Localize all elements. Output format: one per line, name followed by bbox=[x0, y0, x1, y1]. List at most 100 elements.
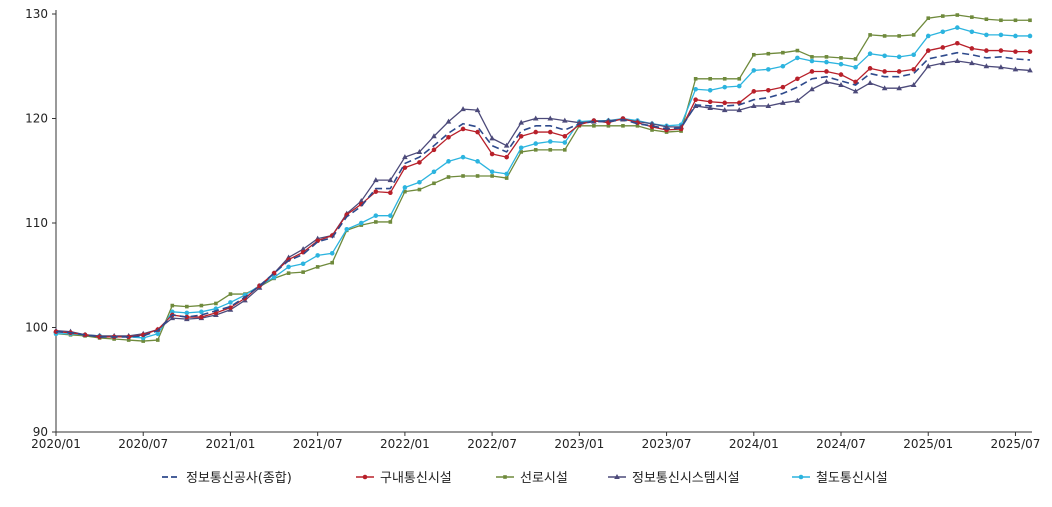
data-point bbox=[780, 99, 786, 105]
data-point bbox=[446, 175, 451, 179]
data-point bbox=[475, 159, 480, 164]
data-point bbox=[693, 97, 698, 102]
data-point bbox=[896, 85, 902, 91]
data-point bbox=[417, 187, 422, 192]
data-point bbox=[693, 76, 698, 81]
data-point bbox=[969, 29, 975, 35]
data-point bbox=[199, 309, 204, 315]
data-point bbox=[402, 165, 408, 170]
data-point bbox=[431, 133, 437, 139]
data-point bbox=[824, 69, 829, 74]
data-point bbox=[868, 33, 872, 37]
data-point bbox=[984, 32, 989, 38]
data-point bbox=[998, 64, 1004, 70]
legend-marker bbox=[362, 474, 368, 480]
data-point bbox=[925, 33, 931, 39]
data-point bbox=[955, 40, 960, 46]
data-point bbox=[388, 220, 393, 224]
data-point bbox=[184, 314, 190, 320]
data-point bbox=[460, 154, 466, 160]
data-point bbox=[329, 251, 335, 256]
x-tick-label: 2025/07 bbox=[991, 437, 1041, 451]
data-point bbox=[896, 54, 902, 60]
data-point bbox=[925, 48, 931, 53]
data-point bbox=[882, 34, 887, 38]
data-point bbox=[998, 32, 1004, 38]
data-point bbox=[228, 300, 233, 305]
data-point bbox=[737, 76, 742, 81]
legend-label: 정보통신공사(종합) bbox=[186, 471, 292, 486]
data-point bbox=[388, 190, 393, 195]
data-point bbox=[911, 33, 916, 37]
data-point bbox=[489, 151, 495, 157]
data-point bbox=[432, 181, 436, 186]
data-point bbox=[592, 124, 596, 128]
data-point bbox=[780, 63, 786, 69]
data-point bbox=[431, 169, 437, 175]
data-point bbox=[155, 331, 161, 337]
data-point bbox=[475, 129, 480, 135]
data-point bbox=[606, 124, 611, 128]
data-point bbox=[286, 264, 291, 270]
data-point bbox=[839, 56, 843, 60]
data-point bbox=[300, 261, 306, 267]
data-point bbox=[750, 102, 757, 108]
data-point bbox=[533, 129, 539, 135]
series-4 bbox=[53, 58, 1033, 338]
data-point bbox=[1027, 49, 1033, 54]
data-point bbox=[910, 82, 917, 88]
x-tick-label: 2022/07 bbox=[467, 437, 517, 451]
data-point bbox=[82, 332, 88, 338]
data-point bbox=[358, 198, 365, 204]
data-point bbox=[970, 15, 974, 19]
data-point bbox=[373, 213, 379, 218]
data-point bbox=[838, 61, 844, 67]
data-point bbox=[853, 79, 858, 85]
y-tick-label: 120 bbox=[25, 112, 48, 126]
data-point bbox=[998, 48, 1004, 53]
data-point bbox=[984, 48, 989, 53]
data-point bbox=[969, 60, 975, 66]
data-point bbox=[765, 102, 772, 108]
data-point bbox=[650, 128, 654, 132]
series-line bbox=[55, 60, 1031, 337]
data-point bbox=[504, 171, 509, 177]
series-1 bbox=[55, 51, 1031, 338]
data-point bbox=[795, 55, 800, 61]
data-point bbox=[504, 154, 509, 160]
data-point bbox=[708, 76, 712, 81]
data-point bbox=[431, 147, 437, 153]
series-3 bbox=[54, 13, 1032, 343]
data-point bbox=[911, 67, 917, 72]
legend-label: 철도통신시설 bbox=[816, 471, 888, 486]
data-point bbox=[286, 271, 291, 275]
data-point bbox=[823, 78, 830, 84]
data-point bbox=[315, 253, 320, 258]
data-point bbox=[882, 69, 887, 74]
data-point bbox=[809, 69, 815, 74]
data-point bbox=[693, 86, 698, 92]
data-point bbox=[751, 52, 756, 57]
x-tick-label: 2022/01 bbox=[380, 437, 430, 451]
data-point bbox=[824, 55, 829, 59]
data-point bbox=[853, 57, 858, 61]
data-point bbox=[475, 174, 480, 178]
data-point bbox=[955, 25, 960, 30]
data-point bbox=[474, 107, 481, 113]
data-point bbox=[402, 154, 408, 160]
data-point bbox=[170, 303, 175, 308]
data-point bbox=[722, 100, 728, 106]
series-line bbox=[56, 26, 1030, 339]
y-tick-label: 90 bbox=[33, 425, 48, 439]
data-point bbox=[897, 34, 901, 38]
legend-item-3: 선로시설 bbox=[496, 471, 568, 486]
data-point bbox=[445, 118, 452, 124]
legend-marker bbox=[503, 475, 507, 479]
data-point bbox=[809, 58, 815, 64]
data-point bbox=[402, 185, 408, 190]
data-point bbox=[955, 13, 960, 17]
data-point bbox=[97, 334, 102, 340]
data-point bbox=[547, 139, 553, 144]
data-point bbox=[911, 52, 917, 58]
